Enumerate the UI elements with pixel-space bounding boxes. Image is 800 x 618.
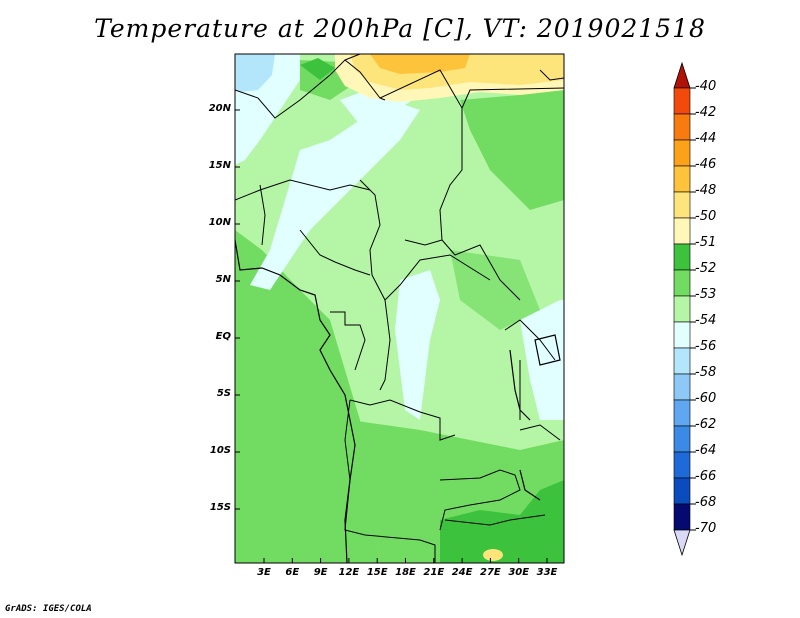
lat-label: 15S (209, 502, 231, 513)
lon-label: 3E (257, 567, 271, 578)
colorbar-label: -56 (695, 339, 717, 354)
colorbar-box (673, 295, 691, 323)
lon-label: 24E (451, 567, 473, 578)
lon-label: 12E (338, 567, 360, 578)
lat-label: 15N (208, 160, 231, 171)
colorbar-box (673, 477, 691, 505)
map-frame (234, 53, 565, 564)
colorbar-label: -60 (695, 391, 717, 406)
lat-label: 5S (216, 388, 231, 399)
colorbar-label: -46 (695, 157, 717, 172)
colorbar-box (673, 243, 691, 271)
colorbar-box (673, 191, 691, 219)
lon-label: 27E (480, 567, 501, 578)
temperature-field (235, 54, 564, 563)
colorbar-label: -66 (695, 469, 717, 484)
colorbar (673, 61, 696, 557)
colorbar-label: -51 (695, 235, 717, 250)
colorbar-label: -44 (695, 131, 717, 146)
lon-label: 9E (313, 567, 328, 578)
chart-title: Temperature at 200hPa [C], VT: 201902151… (94, 14, 706, 43)
lat-label: 10S (209, 445, 231, 456)
lon-label: 18E (395, 567, 416, 578)
colorbar-box (673, 217, 691, 245)
colorbar-box (673, 139, 691, 167)
lat-label: 10N (208, 217, 231, 228)
colorbar-label: -48 (695, 183, 717, 198)
lat-label: EQ (215, 331, 231, 342)
lat-label: 20N (208, 103, 231, 114)
colorbar-box (673, 425, 691, 453)
colorbar-box (673, 87, 691, 115)
colorbar-box (673, 399, 691, 427)
colorbar-label: -50 (695, 209, 717, 224)
colorbar-bottom-arrow (673, 529, 691, 557)
lon-label: 6E (285, 567, 300, 578)
colorbar-box (673, 451, 691, 479)
colorbar-label: -42 (695, 105, 717, 120)
axis-ticks (235, 109, 548, 563)
colorbar-label: -53 (695, 287, 717, 302)
colorbar-label: -68 (695, 495, 717, 510)
lon-label: 21E (423, 567, 445, 578)
colorbar-label: -62 (695, 417, 717, 432)
country-borders (235, 54, 564, 563)
colorbar-box (673, 373, 691, 401)
colorbar-label: -58 (695, 365, 717, 380)
colorbar-box (673, 321, 691, 349)
lon-label: 33E (536, 567, 558, 578)
colorbar-label: -64 (695, 443, 717, 458)
lon-label: 15E (366, 567, 388, 578)
colorbar-label: -52 (695, 261, 717, 276)
colorbar-box (673, 269, 691, 297)
colorbar-box (673, 165, 691, 193)
credit-text: GrADS: IGES/COLA (5, 604, 92, 614)
colorbar-box (673, 113, 691, 141)
colorbar-label: -40 (695, 79, 717, 94)
colorbar-label: -70 (695, 521, 717, 536)
lat-label: 5N (215, 274, 231, 285)
colorbar-box (673, 347, 691, 375)
colorbar-label: -54 (695, 313, 717, 328)
colorbar-box (673, 503, 691, 531)
colorbar-top-arrow (673, 61, 691, 89)
coastline (235, 239, 561, 563)
lon-label: 30E (508, 567, 530, 578)
